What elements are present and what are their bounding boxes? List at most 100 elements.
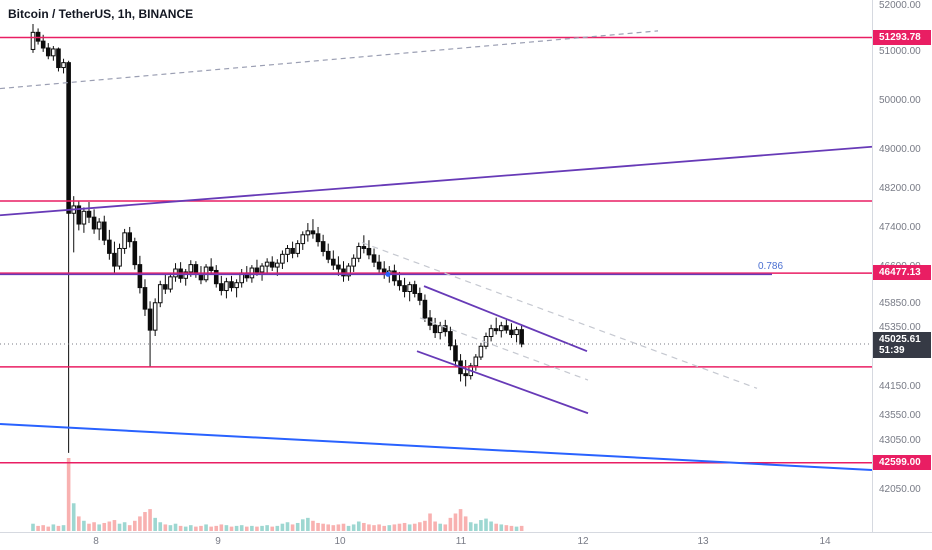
candlestick-chart[interactable] — [0, 0, 872, 532]
time-axis[interactable]: 8 9 10 11 12 13 14 — [0, 532, 932, 550]
volume-bar — [224, 525, 229, 531]
chart-pane[interactable]: Bitcoin / TetherUS, 1h, BINANCE 0.786 — [0, 0, 872, 532]
candle-down — [432, 324, 438, 334]
candle-up — [224, 281, 229, 292]
candle-down — [493, 328, 499, 332]
candle-up — [407, 284, 412, 293]
candle-down — [229, 281, 234, 289]
candle-down — [402, 285, 407, 293]
volume-bar — [433, 521, 437, 531]
volume-bar — [499, 524, 504, 531]
candle-down — [336, 264, 341, 270]
candle-up — [305, 230, 311, 236]
volume-bar — [173, 523, 178, 531]
candle-up — [168, 276, 173, 290]
price-tick: 44150.00 — [879, 380, 921, 392]
volume-bar — [479, 520, 483, 531]
dashed-ascending-trendline[interactable] — [0, 30, 659, 90]
volume-bar — [41, 525, 45, 531]
ascending-trendline[interactable] — [0, 145, 872, 217]
candle-up — [280, 253, 285, 264]
volume-bar — [474, 523, 478, 531]
volume-bar — [36, 525, 40, 531]
candle-up — [122, 232, 127, 249]
volume-bar — [87, 523, 91, 531]
candle-down — [325, 250, 331, 260]
volume-bar — [56, 525, 61, 531]
volume-bar — [295, 522, 300, 531]
candle-down — [504, 325, 509, 331]
volume-bar — [163, 524, 168, 531]
falling-channel-lower[interactable] — [416, 350, 589, 415]
falling-channel-upper[interactable] — [423, 285, 588, 353]
candle-down — [376, 261, 382, 270]
volume-bar — [397, 523, 402, 531]
volume-bar — [346, 525, 351, 531]
price-tick: 50000.00 — [879, 94, 921, 106]
candle-down — [127, 232, 133, 243]
candle-up — [259, 265, 265, 273]
volume-bar — [153, 517, 157, 531]
volume-bar — [372, 525, 376, 531]
volume-bar — [270, 526, 275, 531]
volume-bar — [71, 503, 76, 531]
candle-down — [519, 329, 524, 345]
candle-down — [397, 280, 402, 287]
volume-bar — [66, 458, 71, 531]
volume-bar — [265, 525, 269, 531]
candle-down — [442, 325, 448, 333]
volume-bar — [244, 526, 249, 531]
volume-bar — [107, 521, 112, 531]
volume-bar — [438, 523, 442, 531]
candle-up — [30, 31, 36, 50]
price-tick: 52000.00 — [879, 0, 921, 11]
symbol-title[interactable]: Bitcoin / TetherUS, 1h, BINANCE — [8, 7, 194, 21]
candle-up — [351, 257, 356, 267]
time-tick: 9 — [215, 536, 221, 547]
dashed-falling-line-b[interactable] — [419, 317, 589, 381]
candle-down — [219, 283, 224, 292]
volume-bar — [219, 524, 224, 531]
volume-bar — [117, 523, 122, 531]
candle-up — [152, 302, 158, 331]
candle-down — [45, 47, 51, 57]
candle-down — [137, 264, 143, 289]
candle-up — [473, 356, 479, 367]
volume-bar — [326, 524, 331, 531]
volume-bar — [234, 525, 239, 531]
current-price-value: 45025.61 — [879, 334, 921, 346]
current-price-badge: 45025.61 51:39 — [873, 332, 931, 359]
volume-bar — [199, 525, 203, 531]
volume-bar — [316, 522, 320, 531]
candle-down — [142, 287, 148, 310]
volume-bar — [463, 516, 468, 531]
volume-bar — [458, 509, 463, 531]
volume-bar — [412, 523, 417, 531]
candle-down — [254, 267, 260, 273]
candle-up — [488, 328, 494, 337]
candle-down — [56, 48, 61, 69]
candle-down — [417, 292, 423, 301]
volume-bar — [519, 525, 524, 531]
fib-level-label: 0.786 — [758, 261, 784, 273]
volume-bar — [377, 524, 381, 531]
dashed-falling-line-a[interactable] — [361, 242, 758, 389]
descending-blue-trendline[interactable] — [0, 423, 872, 471]
candle-up — [514, 329, 519, 336]
time-tick: 13 — [697, 536, 709, 547]
price-line-badge: 46477.13 — [873, 265, 931, 281]
volume-bar — [336, 524, 341, 531]
price-tick: 48200.00 — [879, 182, 921, 194]
price-axis[interactable]: 45025.61 51:39 52000.00 51000.00 50000.00 4… — [872, 0, 932, 532]
candle-down — [213, 269, 219, 285]
volume-bar — [239, 525, 244, 531]
price-tick: 42050.00 — [879, 483, 921, 495]
fib-anchor-dot[interactable] — [385, 271, 391, 277]
candle-up — [81, 210, 87, 225]
candle-down — [91, 216, 97, 230]
time-tick: 14 — [819, 536, 831, 547]
volume-bar — [306, 517, 310, 531]
volume-bar — [188, 525, 193, 531]
price-tick: 45850.00 — [879, 297, 921, 309]
